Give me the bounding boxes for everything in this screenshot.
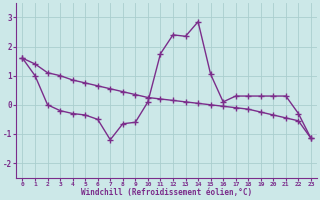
- X-axis label: Windchill (Refroidissement éolien,°C): Windchill (Refroidissement éolien,°C): [81, 188, 252, 197]
